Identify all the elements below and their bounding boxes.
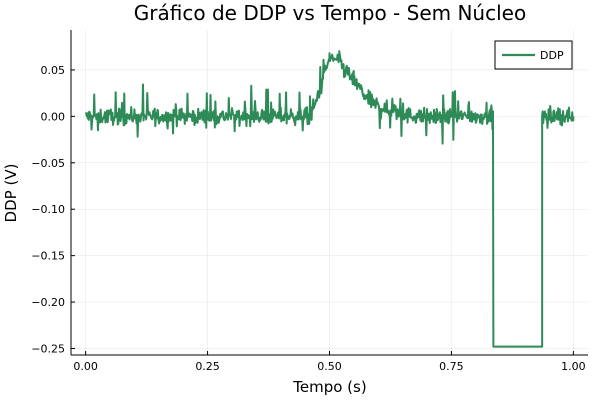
y-tick-label: −0.05 [31,157,65,170]
y-axis-label: DDP (V) [2,164,20,223]
series-line-ddp [84,50,575,348]
x-axis-label: Tempo (s) [292,378,366,396]
x-tick-label: 0.75 [439,360,464,373]
x-tick-label: 0.50 [317,360,342,373]
x-tick-label: 0.25 [195,360,220,373]
y-tick-label: −0.15 [31,250,65,263]
y-tick-label: −0.10 [31,203,65,216]
y-tick-label: −0.25 [31,343,65,356]
y-tick-label: −0.20 [31,296,65,309]
series-layer [84,50,575,348]
y-tick-label: 0.05 [41,64,66,77]
legend: DDP [494,40,573,70]
tick-labels: 0.00 0.25 0.50 0.75 1.00 0.05 0.00 −0.05 −0.10 −0… [31,64,585,373]
x-tick-label: 0.00 [73,360,98,373]
grid [71,30,588,355]
chart-title: Gráfico de DDP vs Tempo - Sem Núcleo [134,1,526,25]
x-tick-label: 1.00 [561,360,586,373]
axes [70,30,588,356]
y-tick-label: 0.00 [41,110,66,123]
legend-label-ddp: DDP [540,49,564,62]
